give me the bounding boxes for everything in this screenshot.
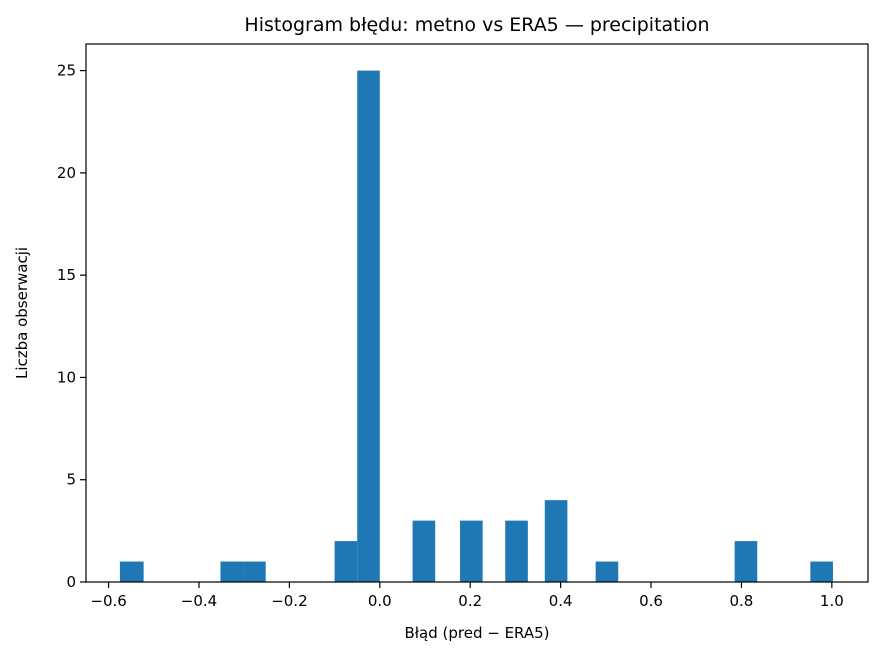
x-tick-label: 0.8 <box>730 592 754 610</box>
y-tick-label: 25 <box>57 62 76 80</box>
histogram-bar <box>595 561 619 582</box>
histogram-bar <box>460 520 483 582</box>
histogram-bar <box>334 541 358 582</box>
x-axis-label: Błąd (pred − ERA5) <box>404 624 549 642</box>
x-axis-ticks: −0.6 −0.4 −0.2 0.0 0.2 0.4 0.6 0.8 1.0 <box>90 582 844 610</box>
histogram-bar <box>119 561 144 582</box>
histogram-bar <box>243 561 266 582</box>
histogram-bar <box>505 520 528 582</box>
x-tick-label: −0.2 <box>271 592 307 610</box>
x-tick-label: 0.4 <box>549 592 573 610</box>
x-tick-label: 0.0 <box>368 592 392 610</box>
histogram-bar <box>357 70 380 583</box>
histogram-bar <box>544 500 568 582</box>
y-tick-label: 20 <box>57 164 76 182</box>
x-tick-label: 0.2 <box>458 592 482 610</box>
y-tick-label: 5 <box>66 471 76 489</box>
histogram-bar <box>734 541 758 582</box>
x-tick-label: −0.4 <box>181 592 217 610</box>
chart-title: Histogram błędu: metno vs ERA5 — precipi… <box>244 14 709 36</box>
x-tick-label: 1.0 <box>820 592 844 610</box>
y-tick-label: 10 <box>57 368 76 386</box>
histogram-bar <box>412 520 436 582</box>
y-axis-label: Liczba obserwacji <box>13 247 31 379</box>
histogram-bar <box>810 561 833 582</box>
y-tick-label: 15 <box>57 266 76 284</box>
plot-frame <box>85 43 869 583</box>
bars-group <box>119 70 833 583</box>
x-tick-label: 0.6 <box>639 592 663 610</box>
x-tick-label: −0.6 <box>90 592 126 610</box>
y-tick-label: 0 <box>66 573 76 591</box>
histogram-bar <box>220 561 244 582</box>
y-axis-ticks: 0 5 10 15 20 25 <box>57 62 86 591</box>
